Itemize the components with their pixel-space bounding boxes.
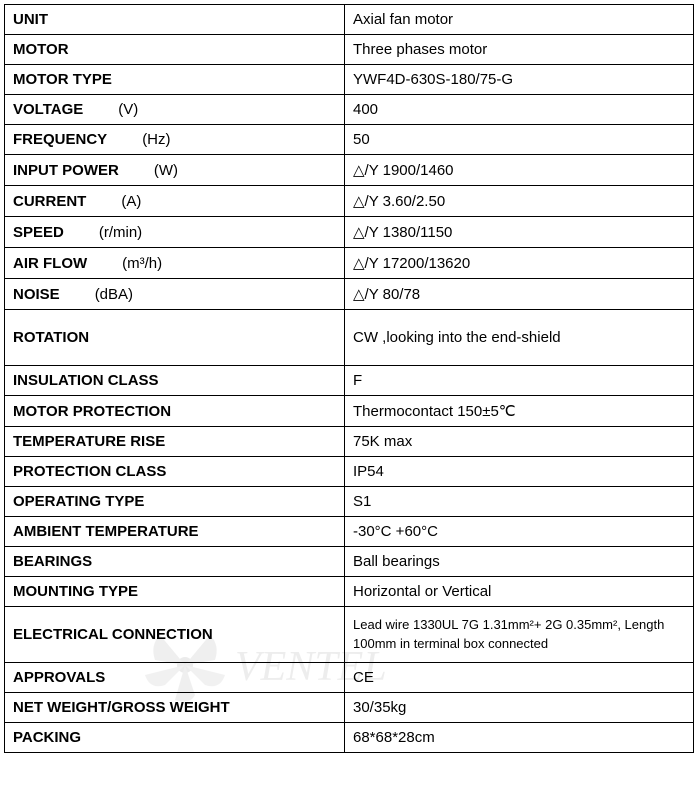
spec-value: 30/35kg	[345, 693, 694, 723]
spec-label: MOTOR TYPE	[5, 65, 345, 95]
spec-label-text: NOISE	[13, 286, 60, 303]
spec-label: UNIT	[5, 5, 345, 35]
spec-unit: (A)	[121, 193, 141, 210]
spec-label: AMBIENT TEMPERATURE	[5, 517, 345, 547]
table-row: AIR FLOW (m³/h) △/Y 17200/13620	[5, 248, 694, 279]
spec-value: Axial fan motor	[345, 5, 694, 35]
spec-label: OPERATING TYPE	[5, 487, 345, 517]
table-row: VOLTAGE (V) 400	[5, 95, 694, 125]
table-row: FREQUENCY (Hz) 50	[5, 125, 694, 155]
spec-label: VOLTAGE (V)	[5, 95, 345, 125]
spec-value: Ball bearings	[345, 547, 694, 577]
table-row: UNITAxial fan motor	[5, 5, 694, 35]
spec-value: △/Y 80/78	[345, 279, 694, 310]
spec-value: CW ,looking into the end-shield	[345, 310, 694, 366]
table-row: MOTOR TYPEYWF4D-630S-180/75-G	[5, 65, 694, 95]
spec-label: PROTECTION CLASS	[5, 457, 345, 487]
table-row: TEMPERATURE RISE75K max	[5, 427, 694, 457]
table-row: BEARINGSBall bearings	[5, 547, 694, 577]
spec-value: Lead wire 1330UL 7G 1.31mm²+ 2G 0.35mm²,…	[345, 607, 694, 663]
table-row: MOTORThree phases motor	[5, 35, 694, 65]
table-row: NET WEIGHT/GROSS WEIGHT 30/35kg	[5, 693, 694, 723]
spec-unit: (V)	[118, 101, 138, 118]
spec-label: BEARINGS	[5, 547, 345, 577]
table-row: ROTATIONCW ,looking into the end-shield	[5, 310, 694, 366]
spec-label: PACKING	[5, 723, 345, 753]
table-row: CURRENT (A) △/Y 3.60/2.50	[5, 186, 694, 217]
spec-value: -30°C +60°C	[345, 517, 694, 547]
spec-label: MOTOR PROTECTION	[5, 396, 345, 427]
spec-value: Thermocontact 150±5℃	[345, 396, 694, 427]
spec-value: Horizontal or Vertical	[345, 577, 694, 607]
spec-value: F	[345, 366, 694, 396]
spec-label: INSULATION CLASS	[5, 366, 345, 396]
table-row: MOUNTING TYPEHorizontal or Vertical	[5, 577, 694, 607]
spec-unit: (m³/h)	[122, 255, 162, 272]
spec-unit: (W)	[154, 162, 178, 179]
spec-label: TEMPERATURE RISE	[5, 427, 345, 457]
table-row: SPEED (r/min) △/Y 1380/1150	[5, 217, 694, 248]
table-row: INPUT POWER (W) △/Y 1900/1460	[5, 155, 694, 186]
spec-label: APPROVALS	[5, 663, 345, 693]
spec-label: INPUT POWER (W)	[5, 155, 345, 186]
spec-label: NOISE (dBA)	[5, 279, 345, 310]
spec-value: 50	[345, 125, 694, 155]
table-row: ELECTRICAL CONNECTIONLead wire 1330UL 7G…	[5, 607, 694, 663]
spec-value: △/Y 1380/1150	[345, 217, 694, 248]
spec-label-text: VOLTAGE	[13, 101, 83, 118]
spec-value: S1	[345, 487, 694, 517]
spec-label-text: CURRENT	[13, 193, 86, 210]
spec-label: FREQUENCY (Hz)	[5, 125, 345, 155]
table-row: PROTECTION CLASSIP54	[5, 457, 694, 487]
spec-label: ELECTRICAL CONNECTION	[5, 607, 345, 663]
spec-unit: (dBA)	[95, 286, 133, 303]
table-row: MOTOR PROTECTIONThermocontact 150±5℃	[5, 396, 694, 427]
spec-label: CURRENT (A)	[5, 186, 345, 217]
spec-label-text: FREQUENCY	[13, 131, 107, 148]
table-row: APPROVALSCE	[5, 663, 694, 693]
spec-value: CE	[345, 663, 694, 693]
spec-label: MOUNTING TYPE	[5, 577, 345, 607]
specification-table: UNITAxial fan motorMOTORThree phases mot…	[4, 4, 694, 753]
spec-label: ROTATION	[5, 310, 345, 366]
table-row: INSULATION CLASSF	[5, 366, 694, 396]
spec-label: AIR FLOW (m³/h)	[5, 248, 345, 279]
spec-unit: (r/min)	[99, 224, 142, 241]
spec-value: YWF4D-630S-180/75-G	[345, 65, 694, 95]
spec-value: 75K max	[345, 427, 694, 457]
spec-value: △/Y 17200/13620	[345, 248, 694, 279]
spec-value: 400	[345, 95, 694, 125]
spec-value: 68*68*28cm	[345, 723, 694, 753]
table-row: OPERATING TYPES1	[5, 487, 694, 517]
spec-value: IP54	[345, 457, 694, 487]
spec-label: MOTOR	[5, 35, 345, 65]
spec-label: NET WEIGHT/GROSS WEIGHT	[5, 693, 345, 723]
spec-value: △/Y 1900/1460	[345, 155, 694, 186]
spec-label-text: INPUT POWER	[13, 162, 119, 179]
spec-unit: (Hz)	[142, 131, 170, 148]
table-row: PACKING68*68*28cm	[5, 723, 694, 753]
table-row: AMBIENT TEMPERATURE-30°C +60°C	[5, 517, 694, 547]
table-row: NOISE (dBA) △/Y 80/78	[5, 279, 694, 310]
spec-value: Three phases motor	[345, 35, 694, 65]
spec-label: SPEED (r/min)	[5, 217, 345, 248]
spec-value: △/Y 3.60/2.50	[345, 186, 694, 217]
spec-label-text: AIR FLOW	[13, 255, 87, 272]
spec-label-text: SPEED	[13, 224, 64, 241]
